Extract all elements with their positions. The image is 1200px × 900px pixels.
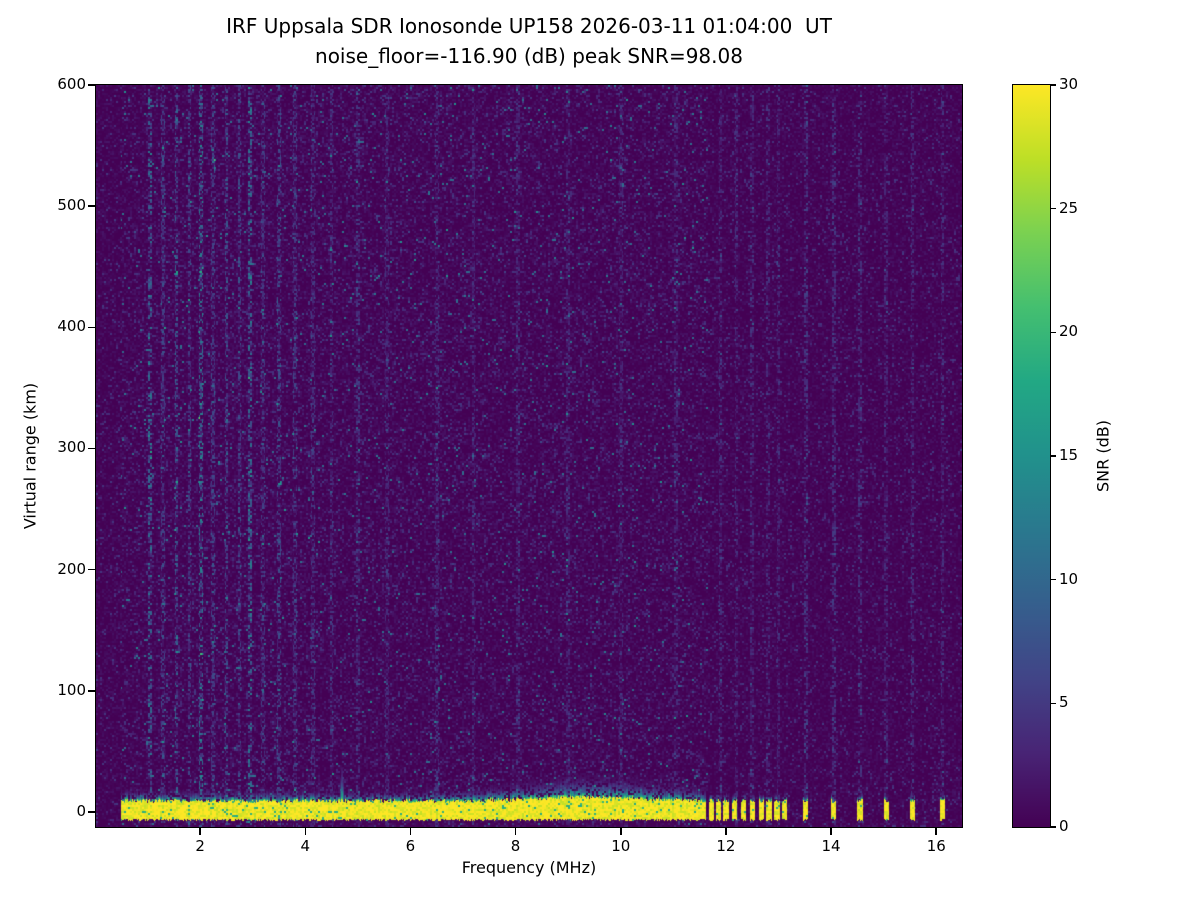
ionogram-heatmap (96, 85, 962, 827)
colorbar-tick-mark (1050, 331, 1056, 334)
y-tick-label: 0 (76, 801, 86, 820)
y-tick-label: 600 (57, 75, 86, 93)
colorbar-gradient (1012, 84, 1050, 827)
y-tick-label: 300 (57, 438, 86, 457)
x-tick-label: 8 (510, 837, 521, 855)
x-tick-mark (514, 828, 517, 835)
y-tick-mark (88, 205, 95, 207)
x-tick-mark (935, 828, 937, 835)
y-axis-label: Virtual range (km) (20, 382, 40, 530)
plot-frame (94, 83, 963, 828)
x-tick-label: 4 (300, 837, 311, 855)
x-tick-mark (725, 828, 727, 835)
colorbar-tick-mark (1050, 826, 1056, 828)
y-tick-label: 100 (57, 680, 86, 699)
colorbar-tick-mark (1050, 84, 1056, 86)
colorbar-tick-label: 0 (1059, 817, 1069, 835)
x-tick-label: 16 (926, 837, 946, 855)
x-tick-label: 14 (821, 837, 841, 855)
x-tick-mark (409, 828, 412, 835)
colorbar-tick-label: 20 (1059, 322, 1079, 341)
y-tick-mark (88, 568, 95, 571)
colorbar-tick-mark (1050, 207, 1056, 210)
y-tick-mark (88, 326, 95, 329)
y-tick-label: 400 (57, 317, 86, 336)
y-tick-mark (88, 447, 95, 450)
x-tick-mark (620, 828, 622, 835)
y-tick-label: 200 (57, 559, 86, 578)
colorbar-tick-label: 25 (1059, 198, 1079, 217)
colorbar-label: SNR (dB) (1093, 420, 1113, 492)
colorbar-tick-mark (1050, 455, 1056, 457)
x-axis-label: Frequency (MHz) (461, 858, 597, 877)
colorbar-tick-label: 5 (1059, 693, 1069, 712)
y-tick-mark (88, 811, 95, 813)
x-tick-label: 12 (716, 837, 736, 855)
colorbar-tick-label: 15 (1059, 446, 1079, 464)
x-tick-mark (830, 828, 832, 835)
x-tick-mark (304, 828, 307, 835)
x-tick-mark (199, 828, 201, 835)
colorbar-tick-mark (1050, 578, 1056, 581)
colorbar-tick-mark (1050, 702, 1056, 705)
colorbar (1011, 83, 1051, 828)
x-tick-label: 6 (405, 837, 416, 855)
y-tick-mark (88, 84, 95, 86)
colorbar-tick-label: 10 (1059, 569, 1079, 588)
y-tick-label: 500 (57, 196, 86, 215)
x-tick-label: 2 (195, 837, 205, 855)
plot-title: IRF Uppsala SDR Ionosonde UP158 2026-03-… (226, 14, 832, 38)
plot-subtitle: noise_floor=-116.90 (dB) peak SNR=98.08 (315, 44, 743, 68)
y-tick-mark (88, 690, 95, 692)
x-tick-label: 10 (611, 837, 631, 855)
colorbar-tick-label: 30 (1059, 75, 1079, 93)
